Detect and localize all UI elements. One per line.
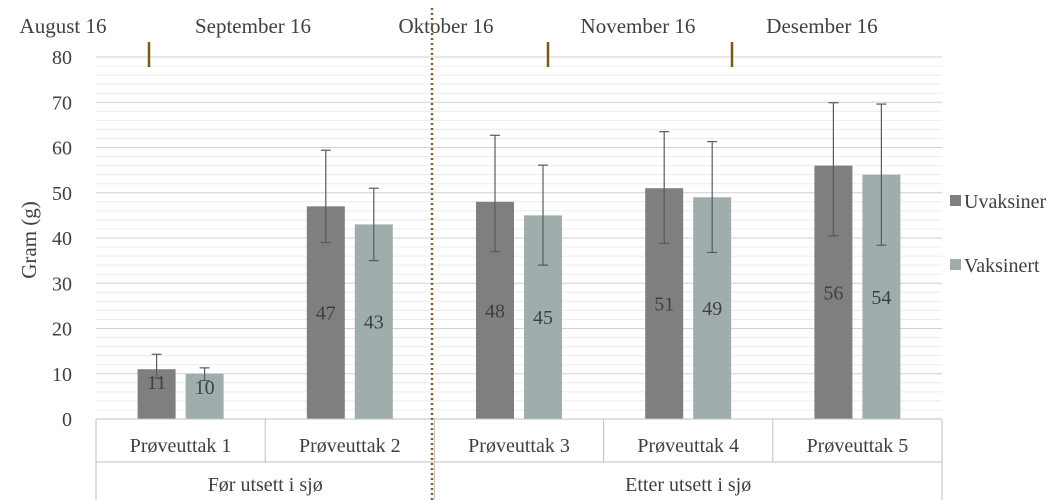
y-tick-label: 40 bbox=[52, 228, 72, 250]
group-label: Før utsett i sjø bbox=[208, 474, 323, 496]
data-label: 45 bbox=[533, 307, 553, 329]
x-tick-label: Prøveuttak 3 bbox=[468, 435, 570, 457]
timeline-label: September 16 bbox=[195, 14, 311, 38]
legend-label: Uvaksinert bbox=[964, 191, 1046, 213]
y-tick-label: 10 bbox=[52, 364, 72, 386]
data-label: 56 bbox=[823, 282, 843, 304]
y-tick-label: 0 bbox=[62, 409, 72, 431]
data-label: 11 bbox=[147, 372, 166, 394]
data-label: 48 bbox=[485, 300, 505, 322]
timeline-label: November 16 bbox=[581, 14, 696, 38]
x-tick-label: Prøveuttak 5 bbox=[807, 435, 909, 457]
x-tick-label: Prøveuttak 1 bbox=[130, 435, 232, 457]
data-label: 10 bbox=[195, 377, 215, 399]
data-label: 54 bbox=[871, 287, 891, 309]
x-tick-label: Prøveuttak 2 bbox=[299, 435, 401, 457]
legend-swatch bbox=[950, 195, 961, 206]
bar bbox=[185, 373, 224, 419]
y-tick-label: 80 bbox=[52, 47, 72, 69]
group-label: Etter utsett i sjø bbox=[625, 474, 751, 496]
x-tick-label: Prøveuttak 4 bbox=[637, 435, 739, 457]
data-label: 43 bbox=[364, 312, 384, 334]
y-tick-label: 20 bbox=[52, 319, 72, 341]
y-tick-label: 50 bbox=[52, 183, 72, 205]
y-axis-title: Gram (g) bbox=[17, 201, 41, 279]
legend-swatch bbox=[950, 259, 961, 270]
data-label: 51 bbox=[654, 294, 674, 316]
data-label: 47 bbox=[316, 303, 336, 325]
legend-label: Vaksinert bbox=[964, 255, 1040, 277]
y-tick-label: 30 bbox=[52, 273, 72, 295]
timeline-label: August 16 bbox=[20, 14, 107, 38]
y-tick-label: 70 bbox=[52, 92, 72, 114]
timeline-label: Oktober 16 bbox=[398, 14, 493, 38]
data-label: 49 bbox=[702, 298, 722, 320]
timeline-label: Desember 16 bbox=[766, 14, 877, 38]
y-tick-label: 60 bbox=[52, 138, 72, 160]
